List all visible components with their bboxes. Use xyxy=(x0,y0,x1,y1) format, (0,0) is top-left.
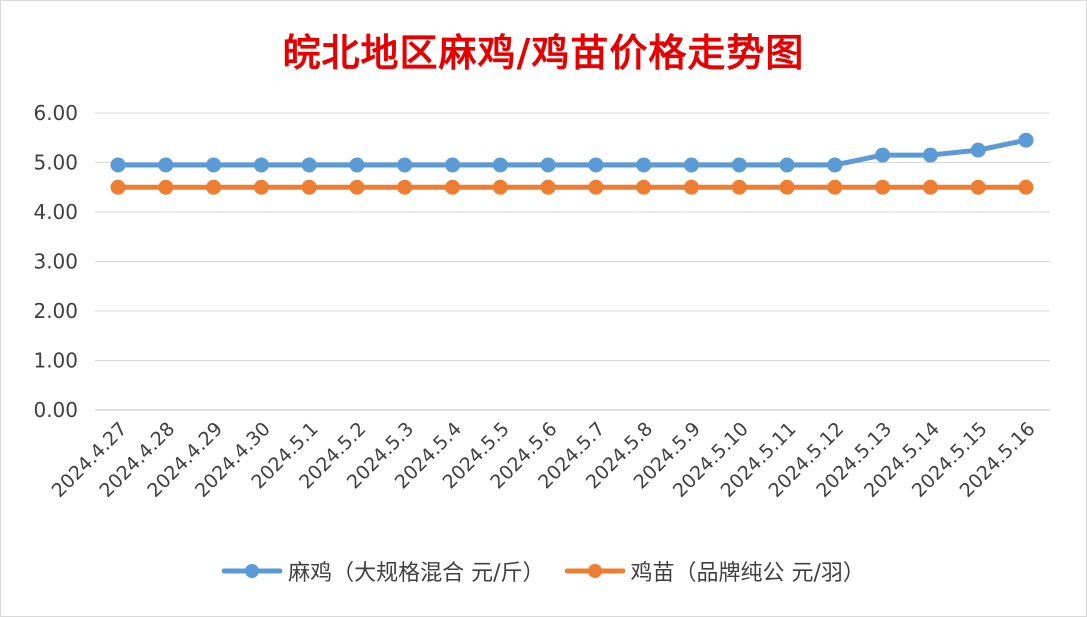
data-point-0 xyxy=(588,157,604,173)
data-point-0 xyxy=(540,157,556,173)
data-point-0 xyxy=(636,157,652,173)
data-point-1 xyxy=(301,179,317,195)
data-point-0 xyxy=(970,142,986,158)
data-point-1 xyxy=(540,179,556,195)
data-point-1 xyxy=(970,179,986,195)
y-tick-label: 0.00 xyxy=(33,398,78,422)
data-point-1 xyxy=(206,179,222,195)
legend-label-jimiao: 鸡苗（品牌纯公 元/羽） xyxy=(630,561,865,586)
series-group xyxy=(110,132,1034,195)
data-point-1 xyxy=(349,179,365,195)
y-tick-label: 6.00 xyxy=(33,101,78,125)
data-point-1 xyxy=(110,179,126,195)
data-point-1 xyxy=(683,179,699,195)
data-point-0 xyxy=(445,157,461,173)
data-point-1 xyxy=(158,179,174,195)
chart-title: 皖北地区麻鸡/鸡苗价格走势图 xyxy=(282,30,805,75)
data-point-1 xyxy=(875,179,891,195)
data-point-0 xyxy=(301,157,317,173)
data-point-0 xyxy=(827,157,843,173)
data-point-0 xyxy=(110,157,126,173)
legend: 麻鸡（大规格混合 元/斤） 鸡苗（品牌纯公 元/羽） xyxy=(0,555,1087,587)
data-point-1 xyxy=(779,179,795,195)
data-point-0 xyxy=(206,157,222,173)
data-point-1 xyxy=(827,179,843,195)
data-point-0 xyxy=(492,157,508,173)
data-point-1 xyxy=(492,179,508,195)
y-tick-label: 4.00 xyxy=(33,200,78,224)
data-point-0 xyxy=(683,157,699,173)
y-tick-label: 2.00 xyxy=(33,299,78,323)
y-tick-label: 3.00 xyxy=(33,250,78,274)
data-point-1 xyxy=(397,179,413,195)
data-point-0 xyxy=(779,157,795,173)
data-point-1 xyxy=(922,179,938,195)
y-tick-label: 5.00 xyxy=(33,151,78,175)
data-point-0 xyxy=(731,157,747,173)
data-point-1 xyxy=(731,179,747,195)
series-line-0 xyxy=(115,137,1029,168)
data-point-0 xyxy=(922,147,938,163)
legend-swatch-jimiao xyxy=(564,564,625,578)
data-point-0 xyxy=(253,157,269,173)
data-point-0 xyxy=(397,157,413,173)
x-axis-ticks: 2024.4.272024.4.282024.4.292024.4.302024… xyxy=(48,418,1040,502)
data-point-1 xyxy=(1018,179,1034,195)
data-point-1 xyxy=(445,179,461,195)
y-tick-label: 1.00 xyxy=(33,349,78,373)
data-point-1 xyxy=(253,179,269,195)
data-point-0 xyxy=(349,157,365,173)
legend-item-maji[interactable]: 麻鸡（大规格混合 元/斤） xyxy=(222,555,545,587)
data-point-0 xyxy=(875,147,891,163)
legend-swatch-maji xyxy=(222,564,283,578)
data-point-0 xyxy=(158,157,174,173)
legend-item-jimiao[interactable]: 鸡苗（品牌纯公 元/羽） xyxy=(564,555,865,587)
data-point-1 xyxy=(636,179,652,195)
data-point-1 xyxy=(588,179,604,195)
y-axis-ticks: 0.00 1.00 2.00 3.00 4.00 5.00 6.00 xyxy=(33,101,78,422)
legend-label-maji: 麻鸡（大规格混合 元/斤） xyxy=(288,561,545,586)
data-point-0 xyxy=(1018,132,1034,148)
